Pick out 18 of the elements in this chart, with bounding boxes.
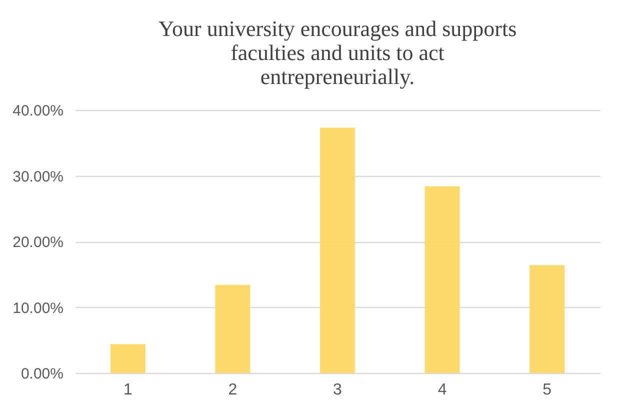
bar <box>320 128 355 373</box>
x-tick-label: 1 <box>123 382 132 398</box>
text: entrepreneurially. <box>260 64 415 89</box>
y-tick-label: 10.00% <box>12 300 64 317</box>
y-tick-label: 30.00% <box>12 168 64 186</box>
text: Your university encourages and supports <box>158 16 517 41</box>
y-tick-label: 40.00% <box>12 102 64 120</box>
y-tick-label: 0.00% <box>20 366 64 382</box>
x-tick-label: 5 <box>542 382 552 398</box>
bar <box>530 265 565 373</box>
bar <box>110 344 146 373</box>
x-tick-label: 2 <box>228 382 238 398</box>
bar <box>215 284 250 373</box>
x-tick-label: 3 <box>333 382 342 398</box>
text: faculties and units to act <box>230 40 444 65</box>
x-tick-label: 4 <box>438 382 447 398</box>
y-tick-label: 20.00% <box>12 234 64 251</box>
bar <box>424 186 460 373</box>
